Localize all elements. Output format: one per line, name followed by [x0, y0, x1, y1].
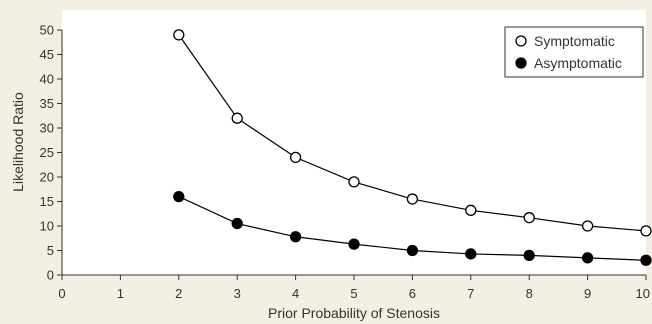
x-tick-label: 5	[350, 286, 357, 301]
y-tick-label: 0	[47, 268, 54, 283]
legend-label: Asymptomatic	[534, 55, 622, 71]
legend-marker	[515, 57, 527, 69]
data-point	[406, 193, 419, 205]
x-tick-label: 3	[234, 286, 241, 301]
data-point	[640, 254, 652, 266]
y-tick-label: 5	[47, 243, 54, 258]
legend-marker	[515, 35, 527, 47]
x-tick-label: 6	[409, 286, 416, 301]
data-point	[523, 249, 535, 262]
y-tick-label: 40	[40, 72, 54, 87]
x-tick-label: 0	[58, 286, 65, 301]
data-point	[231, 112, 243, 124]
series-symptomatic	[173, 29, 652, 237]
x-tick-label: 9	[584, 286, 591, 301]
data-point	[173, 29, 185, 41]
y-tick-label: 50	[40, 23, 54, 38]
x-tick-label: 7	[467, 286, 474, 301]
data-point	[173, 190, 185, 203]
y-tick-label: 15	[40, 194, 54, 209]
data-point	[581, 220, 594, 232]
data-point	[465, 248, 477, 260]
data-point	[348, 238, 360, 250]
x-tick-label: 8	[526, 286, 533, 301]
data-point	[348, 176, 360, 188]
data-point	[406, 244, 419, 257]
legend-label: Symptomatic	[534, 33, 615, 49]
y-tick-label: 25	[40, 145, 54, 160]
y-tick-label: 45	[40, 47, 54, 62]
y-tick-label: 20	[40, 170, 54, 185]
y-tick-label: 30	[40, 121, 54, 136]
x-tick-label: 4	[292, 286, 299, 301]
x-tick-label: 1	[117, 286, 124, 301]
legend-box	[504, 26, 644, 78]
x-tick-label: 10	[636, 286, 650, 301]
data-point	[465, 204, 477, 216]
series-asymptomatic	[173, 190, 652, 266]
y-axis-label: Likelihood Ratio	[10, 92, 26, 192]
data-point	[640, 225, 652, 237]
x-tick-label: 2	[175, 286, 182, 301]
legend: Symptomatic Asymptomatic	[504, 26, 644, 78]
y-tick-label: 10	[40, 219, 54, 234]
data-point	[523, 212, 535, 224]
data-point	[289, 231, 302, 243]
x-axis-label: Prior Probability of Stenosis	[268, 305, 440, 321]
data-point	[231, 217, 243, 230]
data-point	[289, 151, 302, 164]
data-point	[581, 252, 594, 264]
series-layer	[173, 29, 652, 266]
y-tick-label: 35	[40, 96, 54, 111]
